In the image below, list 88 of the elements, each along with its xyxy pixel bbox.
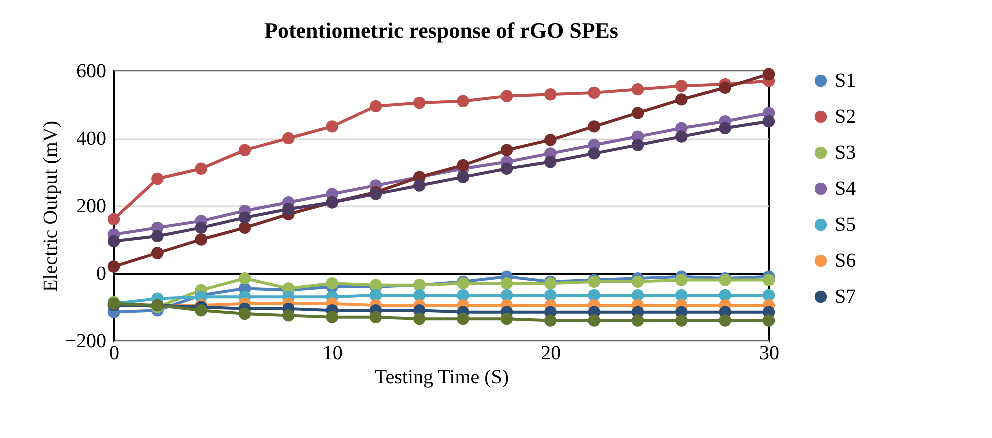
point	[762, 68, 776, 80]
x-tick-label: 10	[322, 342, 343, 364]
point	[632, 107, 644, 120]
y-tick-label: 600	[76, 60, 106, 82]
point	[370, 311, 382, 324]
point	[632, 83, 644, 96]
x-tick-label: 20	[541, 342, 562, 364]
point	[282, 203, 295, 216]
point	[544, 88, 557, 101]
point	[500, 144, 514, 156]
point	[457, 312, 470, 326]
legend-label: S4	[835, 178, 856, 200]
point	[238, 222, 252, 234]
point	[370, 289, 382, 302]
point	[544, 134, 557, 146]
point	[282, 310, 295, 322]
point	[676, 314, 688, 327]
point	[500, 278, 514, 290]
legend-label: S1	[835, 70, 856, 92]
point	[195, 234, 208, 246]
point	[238, 144, 252, 156]
point	[282, 132, 295, 145]
point	[762, 274, 776, 286]
point	[588, 86, 600, 100]
point	[326, 120, 338, 133]
point	[457, 159, 470, 172]
x-tick-label: 30	[760, 342, 780, 364]
point	[326, 311, 338, 324]
legend-label: S2	[835, 106, 856, 128]
point	[414, 312, 426, 326]
point	[632, 289, 644, 302]
point	[762, 116, 776, 128]
y-tick-label: −200	[65, 330, 106, 352]
point	[588, 148, 600, 160]
point	[676, 289, 688, 302]
point	[719, 289, 732, 302]
point	[195, 222, 208, 234]
point	[719, 314, 732, 327]
point	[762, 314, 776, 327]
legend-label: S5	[835, 214, 856, 236]
point	[632, 276, 644, 288]
point	[544, 289, 557, 302]
point	[108, 213, 120, 226]
legend-label: S7	[835, 286, 856, 308]
point	[370, 100, 382, 113]
point	[632, 139, 644, 152]
point	[457, 289, 470, 302]
point	[152, 230, 164, 242]
point	[588, 289, 600, 302]
point	[414, 289, 426, 302]
point	[414, 96, 426, 110]
legend-label: S3	[835, 142, 856, 164]
point	[108, 260, 120, 273]
point	[152, 172, 164, 186]
y-tick-label: 0	[96, 263, 106, 285]
point	[238, 308, 252, 320]
point	[632, 314, 644, 327]
x-axis-title: Testing Time (S)	[374, 366, 510, 388]
point	[457, 95, 470, 108]
point	[195, 162, 208, 175]
point	[719, 82, 732, 94]
point	[500, 162, 514, 175]
point	[544, 314, 557, 327]
point	[544, 156, 557, 168]
chart-title: Potentiometric response of rGO SPEs	[264, 18, 619, 43]
point	[195, 304, 208, 317]
point	[238, 212, 252, 224]
point	[457, 171, 470, 184]
legend-label: S6	[835, 250, 856, 272]
point	[152, 247, 164, 260]
point	[414, 180, 426, 192]
point	[762, 289, 776, 302]
y-axis-title: Electric Output (mV)	[40, 120, 62, 292]
point	[500, 289, 514, 302]
point	[108, 235, 120, 248]
point	[588, 120, 600, 133]
y-tick-label: 200	[76, 196, 106, 218]
point	[588, 314, 600, 327]
point	[676, 274, 688, 286]
point	[676, 94, 688, 106]
point	[500, 90, 514, 102]
point	[238, 272, 252, 285]
point	[719, 122, 732, 134]
point	[676, 130, 688, 143]
point	[500, 312, 514, 326]
y-tick-label: 400	[76, 128, 106, 150]
point	[676, 80, 688, 92]
point	[326, 278, 338, 290]
